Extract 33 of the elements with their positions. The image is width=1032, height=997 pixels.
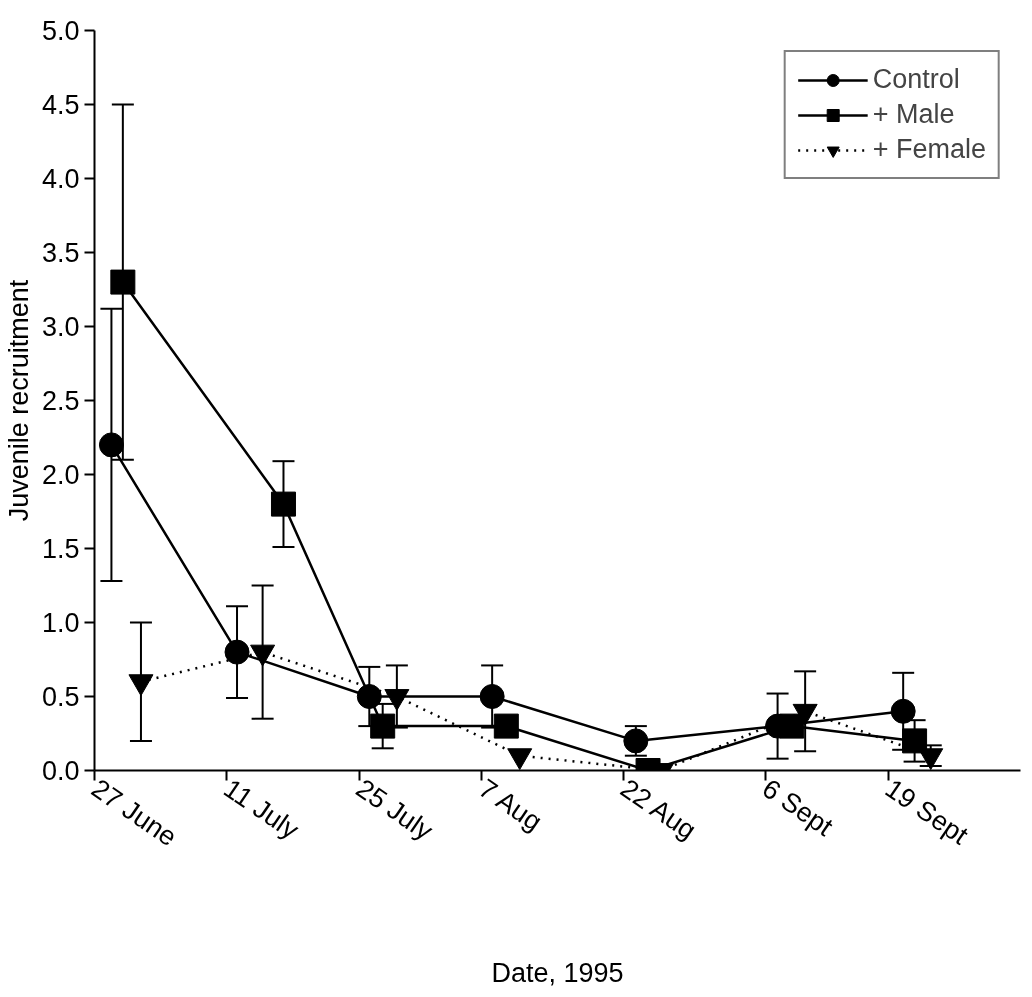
y-tick-label: 5.0 [41, 16, 80, 46]
y-tick-label: 3.0 [41, 312, 80, 342]
y-axis-title: Juvenile recruitment [3, 279, 34, 522]
x-tick-label: 25 July [350, 773, 439, 847]
point [224, 639, 250, 665]
legend-label: Control [872, 64, 960, 95]
y-tick-label: 3.5 [41, 238, 80, 268]
y-tick-label: 1.0 [41, 608, 80, 638]
point [270, 491, 296, 517]
y-tick-label: 2.5 [41, 386, 80, 416]
y-tick-label: 1.5 [41, 534, 80, 564]
point [98, 432, 124, 458]
y-tick-label: 0.0 [41, 756, 80, 786]
point [110, 269, 136, 295]
point [493, 713, 519, 739]
point [479, 684, 505, 709]
point [902, 728, 928, 754]
x-tick-label: 27 June [86, 773, 183, 853]
x-tick-label: 22 Aug [615, 773, 702, 846]
y-tick-label: 4.0 [41, 164, 80, 194]
x-tick-label: 11 July [218, 773, 305, 846]
y-tick-label: 2.0 [41, 460, 80, 490]
x-tick-label: 7 Aug [473, 773, 548, 837]
y-tick-label: 0.5 [41, 682, 80, 712]
legend-label: + Male [872, 99, 955, 130]
y-tick-label: 4.5 [41, 90, 80, 120]
x-tick-label: 19 Sept [879, 773, 974, 851]
point [370, 713, 396, 739]
point [890, 698, 916, 724]
point [779, 713, 805, 739]
x-tick-label: 6 Sept [756, 773, 839, 843]
x-axis-title: Date, 1995 [491, 957, 624, 988]
legend-label: + Female [872, 134, 986, 165]
